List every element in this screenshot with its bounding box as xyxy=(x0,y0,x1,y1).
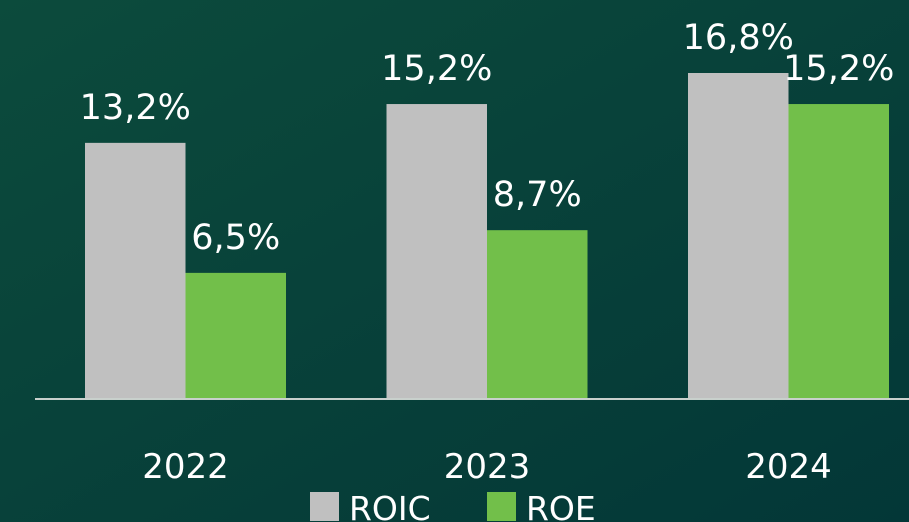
bar xyxy=(386,104,487,400)
bar xyxy=(688,73,789,399)
value-label: 15,2% xyxy=(381,49,492,89)
bar xyxy=(185,272,286,399)
value-label: 6,5% xyxy=(191,218,280,258)
bar xyxy=(487,230,588,399)
x-tick-label: 2024 xyxy=(745,447,832,487)
legend-label: ROE xyxy=(526,489,596,522)
bar xyxy=(788,104,889,400)
value-label: 15,2% xyxy=(783,49,894,89)
legend-swatch xyxy=(487,492,516,521)
value-label: 8,7% xyxy=(493,175,582,215)
x-tick-label: 2023 xyxy=(444,447,531,487)
value-label: 16,8% xyxy=(683,18,794,58)
x-tick-label: 2022 xyxy=(142,447,229,487)
legend-swatch xyxy=(310,492,339,521)
bar xyxy=(85,142,186,399)
value-label: 13,2% xyxy=(80,88,191,128)
legend-label: ROIC xyxy=(349,489,431,522)
